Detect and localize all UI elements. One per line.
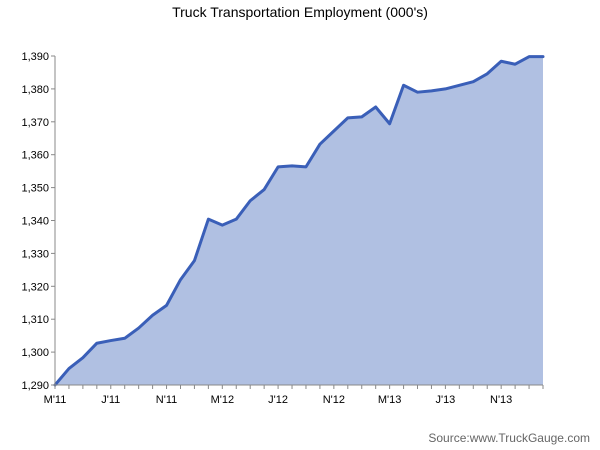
x-tick-label: J'11 xyxy=(101,394,120,406)
x-tick-label: J'13 xyxy=(435,394,455,406)
y-tick-label: 1,300 xyxy=(21,347,49,359)
y-tick-label: 1,390 xyxy=(21,51,49,63)
x-tick-label: M'13 xyxy=(378,394,402,406)
source-credit: Source:www.TruckGauge.com xyxy=(428,431,590,445)
y-tick-label: 1,340 xyxy=(21,216,49,228)
y-axis: 1,290 1,300 1,310 1,320 1,330 1,340 1,350 1,360… xyxy=(21,51,56,392)
x-axis: M'11 J'11 N'11 M'12 J'12 N'12 M'13 J'13 N'13 xyxy=(44,384,544,406)
y-tick-label: 1,380 xyxy=(21,84,49,96)
x-tick-label: J'12 xyxy=(268,394,288,406)
y-tick-label: 1,310 xyxy=(21,314,49,326)
x-tick-label: N'13 xyxy=(490,394,512,406)
chart-title: Truck Transportation Employment (000's) xyxy=(172,4,428,20)
x-tick-label: M'12 xyxy=(211,394,235,406)
x-tick-label: N'12 xyxy=(323,394,345,406)
series-line-0 xyxy=(53,55,545,387)
series-area-0 xyxy=(55,56,543,385)
y-tick-label: 1,350 xyxy=(21,183,49,195)
x-tick-label: M'11 xyxy=(44,394,67,406)
y-tick-label: 1,360 xyxy=(21,150,49,162)
x-tick-label: N'11 xyxy=(156,394,177,406)
y-tick-label: 1,320 xyxy=(21,281,49,293)
y-tick-label: 1,370 xyxy=(21,117,49,129)
y-tick-label: 1,290 xyxy=(21,380,49,392)
plot-area xyxy=(53,55,545,387)
y-tick-label: 1,330 xyxy=(21,248,49,260)
